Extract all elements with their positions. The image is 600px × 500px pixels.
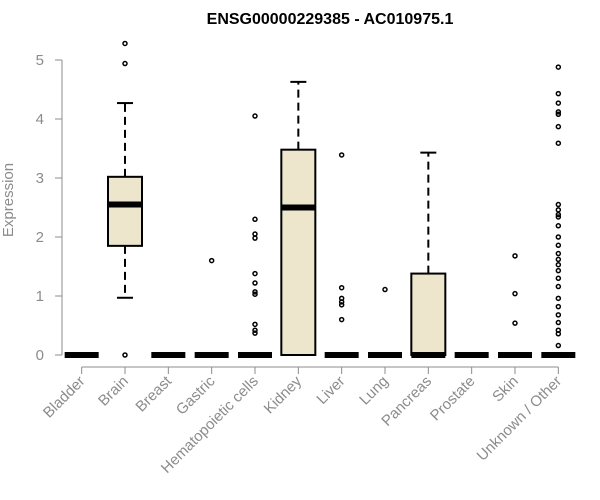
y-tick-label: 2 [36,229,44,246]
outlier-point [122,352,128,358]
outlier-point [122,60,128,67]
box-3 [194,257,229,358]
y-axis-label: Expression [0,163,17,237]
y-tick-label: 3 [36,170,44,187]
outlier-point [512,290,518,297]
y-tick-label: 4 [36,111,44,128]
outlier-point [555,319,562,326]
box-1 [107,40,143,358]
x-tick-label: Brain [95,373,132,410]
outlier-point [555,256,562,263]
x-tick-label: Breast [132,372,175,415]
outlier-point [555,303,562,310]
box-rect [280,148,317,356]
box-series [64,40,576,358]
outlier-point [512,253,518,259]
x-tick-label: Bladder [40,373,89,422]
outlier-point [338,284,345,291]
outlier-point [555,267,562,274]
outlier-point [512,320,518,326]
outlier-point [555,100,562,106]
x-tick-label: Lung [356,373,392,409]
outlier-point [252,321,258,328]
outlier-point [555,275,562,282]
outlier-point [122,40,128,47]
outlier-point [555,242,562,249]
box-7 [368,286,402,358]
outlier-point [252,113,258,119]
outlier-point [208,257,215,264]
outlier-point [555,214,562,220]
outlier-point [555,250,562,257]
outlier-point [555,331,562,337]
outlier-point [252,216,258,223]
outlier-point [555,201,562,208]
outlier-point [252,330,258,336]
outlier-point [555,295,562,302]
outlier-point [338,152,345,158]
outlier-point [555,109,562,115]
outlier-point [338,299,345,305]
box-rect [410,272,447,356]
outlier-point [555,312,562,318]
y-tick-label: 1 [36,288,44,305]
box-11 [541,64,576,358]
box-5 [280,80,317,356]
x-tick-label: Kidney [261,372,306,417]
y-axis: 0 1 2 3 4 5 [36,52,63,364]
outlier-point [555,207,562,213]
outlier-point [555,223,562,229]
outlier-point [382,286,388,293]
chart-title: ENSG00000229385 - AC010975.1 [207,11,454,28]
outlier-point [555,111,562,118]
x-tick-label: Liver [313,373,348,408]
outlier-point [252,270,258,277]
box-8 [410,151,447,358]
x-tick-label: Skin [489,373,522,406]
box-6 [324,152,359,358]
outlier-point [252,289,258,295]
outlier-point [252,235,258,241]
outlier-point [555,342,562,349]
outlier-point [555,140,562,146]
outlier-point [252,327,258,333]
outlier-point [555,261,562,268]
y-tick-label: 5 [36,52,44,69]
outlier-point [252,280,258,286]
box-10 [498,253,532,358]
outlier-point [555,211,562,218]
outlier-point [338,316,345,323]
y-tick-label: 0 [36,347,44,364]
box-rect [107,175,143,247]
x-tick-label: Prostate [427,373,479,425]
outlier-point [555,123,562,130]
outlier-point [252,291,258,297]
outlier-point [338,302,345,308]
box-4 [238,113,272,358]
outlier-point [555,283,562,290]
outlier-point [555,64,562,70]
outlier-point [555,234,562,240]
outlier-point [555,90,562,97]
